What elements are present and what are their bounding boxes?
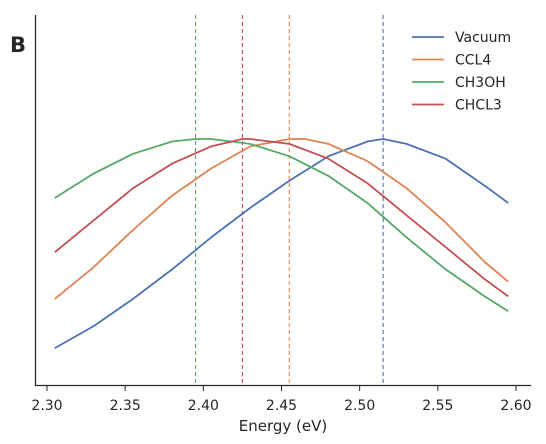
legend-label-chcl3: CHCL3	[455, 98, 502, 114]
series-line-chcl3	[54, 138, 509, 298]
x-tick-label: 2.50	[344, 398, 375, 414]
series-line-ch3oh	[54, 138, 509, 312]
x-tick-label: 2.45	[266, 398, 297, 414]
x-tick-label: 2.40	[188, 398, 219, 414]
x-tick-label: 2.30	[31, 398, 62, 414]
x-axis: 2.30 2.35 2.40 2.45 2.50 2.55 2.60	[31, 385, 532, 414]
x-tick-label: 2.55	[422, 398, 453, 414]
x-axis-label: Energy (eV)	[239, 417, 327, 435]
plot-area	[54, 15, 509, 385]
panel-label: B	[10, 33, 26, 57]
x-tick-label: 2.60	[500, 398, 531, 414]
legend-label-ccl4: CCL4	[455, 53, 491, 69]
series-line-ccl4	[54, 138, 509, 300]
legend-label-vacuum: Vacuum	[455, 30, 511, 46]
series-line-vacuum	[54, 138, 509, 349]
legend-label-ch3oh: CH3OH	[455, 75, 506, 91]
legend: Vacuum CCL4 CH3OH CHCL3	[412, 30, 511, 114]
x-tick-label: 2.35	[110, 398, 141, 414]
